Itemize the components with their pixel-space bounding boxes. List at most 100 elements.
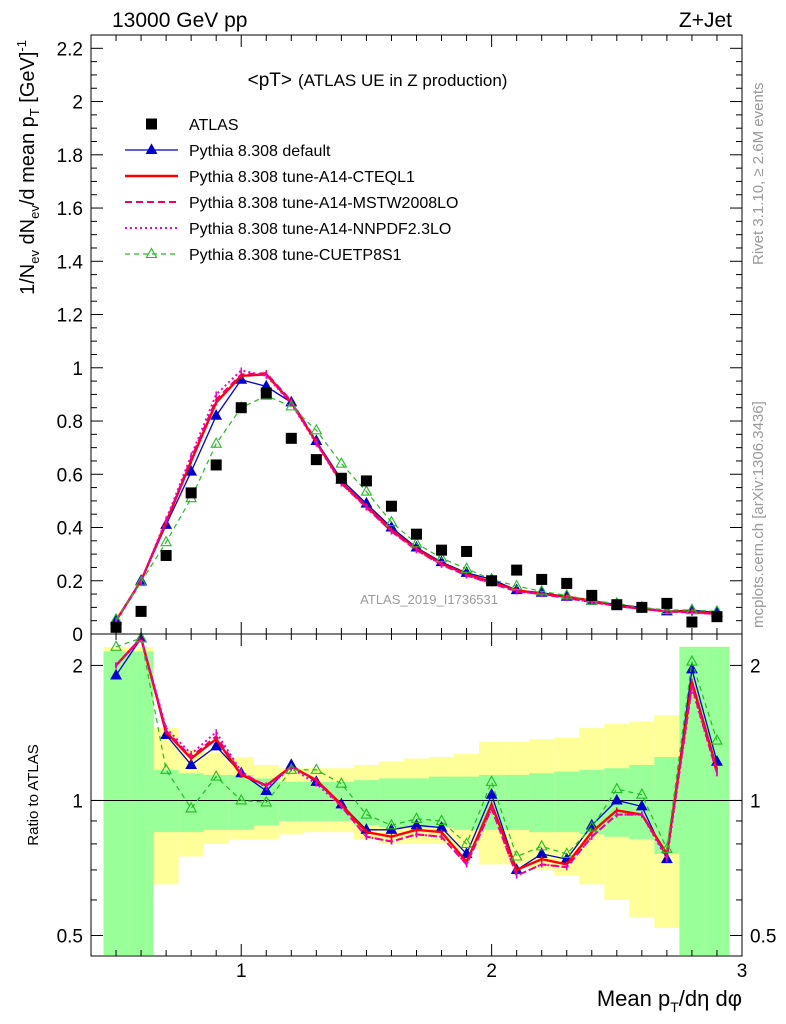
y-tick-label: 1.2 (57, 306, 83, 327)
top-marker-cuetp (510, 579, 523, 591)
ratio-y-tick-label: 2 (72, 656, 83, 677)
ratio-marker-cuetp (210, 770, 223, 781)
atlas-point (185, 487, 197, 499)
y-tick-label: 1.4 (57, 252, 84, 273)
ratio-marker-cuetp (685, 654, 698, 666)
rivet-label: Rivet 3.1.10, ≥ 2.6M events (750, 83, 767, 266)
ratio-marker-cuetp (560, 847, 573, 858)
ratio-y-tick-label-right: 0.5 (750, 926, 776, 947)
chart-subtitle: (ATLAS UE in Z production) (298, 71, 507, 90)
ratio-marker-cuetp (310, 763, 323, 774)
atlas-point (536, 573, 548, 585)
atlas-point (711, 611, 723, 623)
atlas-point (486, 575, 498, 587)
legend-label-mstw: Pythia 8.308 tune-A14-MSTW2008LO (189, 195, 458, 212)
legend-item-atlas: ATLAS (146, 117, 239, 134)
ratio-marker-cuetp (110, 640, 122, 651)
ratio-y-tick-label-right: 2 (750, 656, 761, 677)
top-marker-cuetp (135, 575, 148, 587)
top-marker-cuetp (660, 603, 673, 615)
atlas-point (310, 454, 322, 466)
atlas-point (235, 402, 247, 414)
top-line-cuetp (115, 395, 718, 620)
top-line-cteql1 (114, 373, 718, 622)
band-inner-bin (529, 773, 555, 833)
band-inner-bin (103, 651, 129, 955)
x-axis-label: Mean pT/dη dφ (597, 986, 742, 1015)
mcplots-label: mcplots.cern.ch [arXiv:1306.3436] (750, 401, 767, 628)
legend-marker-default (145, 143, 158, 155)
top-line-mstw (115, 372, 718, 622)
band-inner-bin (554, 771, 580, 833)
atlas-point (411, 528, 422, 540)
atlas-point (661, 597, 673, 609)
top-marker-cuetp (685, 603, 698, 615)
y-tick-label: 2 (72, 93, 83, 114)
ratio-marker-cuetp (285, 763, 298, 774)
top-marker-cuetp (560, 588, 573, 600)
ratio-marker-cuetp (385, 818, 398, 830)
top-line-nnpdf (115, 369, 718, 622)
top-marker-cuetp (535, 584, 548, 596)
ratio-marker-cuetp (235, 793, 248, 805)
legend-label-cteql1: Pythia 8.308 tune-A14-CTEQL1 (189, 169, 415, 186)
ratio-marker-cuetp (410, 812, 423, 823)
top-marker-cuetp (460, 562, 473, 573)
ratio-marker-cuetp (585, 820, 598, 832)
y-tick-label: 0.4 (57, 519, 84, 540)
atlas-point (160, 549, 172, 561)
ratio-marker-default (210, 739, 223, 751)
top-y-label: 1/Nev dNev/d mean pT [GeV]-1 (14, 40, 42, 295)
ratio-marker-cuetp (435, 814, 448, 826)
ratio-marker-cuetp (160, 763, 173, 774)
ratio-marker-cuetp (335, 777, 348, 788)
ratio-marker-cuetp (260, 795, 273, 807)
top-marker-cuetp (160, 535, 173, 547)
ratio-marker-cuetp (535, 839, 548, 851)
top-marker-cuetp (210, 437, 223, 448)
atlas-point (285, 432, 297, 444)
y-tick-label: 0 (72, 625, 83, 646)
legend-item-mstw: Pythia 8.308 tune-A14-MSTW2008LO (125, 195, 458, 212)
ratio-marker-cuetp (460, 837, 473, 848)
atlas-point (135, 605, 147, 617)
top-marker-cuetp (335, 456, 348, 468)
y-tick-label: 1.8 (57, 146, 83, 167)
band-inner-bin (228, 774, 254, 830)
top-marker-cuetp (410, 536, 423, 548)
y-tick-label: 0.2 (57, 572, 83, 593)
band-inner-bin (128, 651, 154, 955)
legend-item-default: Pythia 8.308 default (125, 143, 331, 160)
band-inner-bin (153, 769, 179, 833)
ratio-marker-default (610, 793, 623, 805)
band-inner-bin (278, 781, 304, 821)
ratio-marker-cuetp (135, 631, 148, 643)
chart-title: <pT> (248, 70, 292, 91)
ratio-marker-default (635, 799, 648, 811)
ratio-marker-cuetp (635, 788, 648, 799)
ratio-marker-default (185, 758, 198, 769)
atlas-point (385, 500, 397, 512)
atlas-point (686, 616, 698, 628)
top-marker-default (185, 464, 198, 476)
x-tick-label: 3 (737, 961, 748, 982)
y-tick-label: 0.8 (57, 412, 83, 433)
atlas-point (260, 387, 272, 399)
y-tick-label: 2.2 (57, 39, 83, 60)
ratio-marker-cuetp (711, 733, 723, 745)
atlas-point (636, 601, 648, 613)
band-inner-bin (504, 774, 530, 830)
header-right: Z+Jet (679, 9, 732, 32)
ratio-marker-cuetp (510, 849, 523, 861)
x-tick-label: 1 (236, 961, 247, 982)
ratio-panel (91, 646, 742, 955)
top-marker-default (210, 409, 223, 420)
ratio-marker-cuetp (660, 842, 673, 853)
atlas-point (436, 544, 448, 556)
atlas-point (561, 577, 573, 589)
ratio-y-tick-label: 0.5 (57, 926, 83, 947)
ratio-line-cuetp (115, 637, 718, 858)
top-marker-cuetp (385, 515, 398, 527)
top-marker-cuetp (360, 484, 373, 496)
